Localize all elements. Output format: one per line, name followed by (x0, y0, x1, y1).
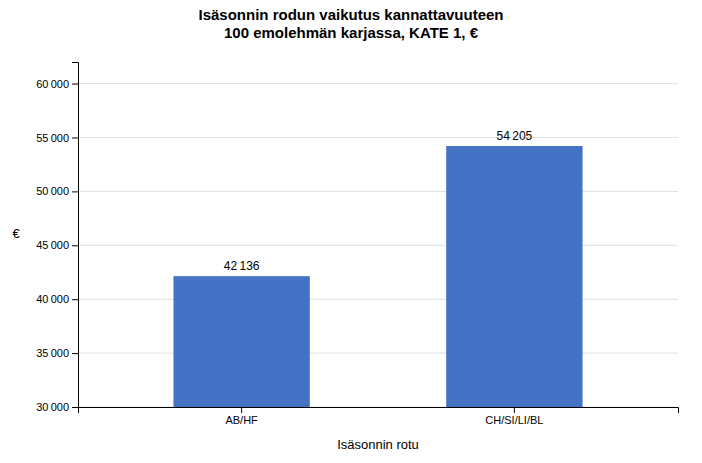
bar (173, 276, 309, 407)
grid-line (78, 245, 678, 246)
plot: 30 000 35 000 40 000 45 000 50 000 55 000 60 0… (36, 63, 678, 463)
bars (173, 146, 582, 407)
grid-line (78, 137, 678, 138)
chart: Isäsonnin rodun vaikutus kannattavuuteen… (0, 0, 702, 463)
data-label: 54 205 (496, 129, 532, 143)
y-tick-label: 35 000 (36, 347, 69, 359)
title: Isäsonnin rodun vaikutus kannattavuuteen… (198, 6, 503, 41)
x-tick-label: AB/HF (225, 414, 258, 426)
data-labels: 42 136 54 205 (224, 129, 533, 273)
y-tick-label: 50 000 (36, 185, 69, 197)
x-tick-mark (514, 407, 515, 413)
y-axis-line (72, 63, 79, 408)
y-axis: 30 000 35 000 40 000 45 000 50 000 55 000 60 0… (36, 63, 78, 414)
x-tick-label: CH/SI/LI/BL (485, 414, 543, 426)
grid-line (78, 353, 678, 354)
y-tick-label: 40 000 (36, 293, 69, 305)
grid-line (78, 191, 678, 192)
grid (78, 84, 678, 407)
y-tick: 50 000 (36, 185, 78, 197)
x-tick: AB/HF (225, 407, 258, 426)
y-tick-mark (72, 191, 78, 192)
grid-line (78, 83, 678, 84)
y-tick: 40 000 (36, 293, 78, 305)
y-tick-mark (72, 407, 78, 408)
y-tick-label: 30 000 (36, 401, 69, 413)
y-tick-label: 45 000 (36, 239, 69, 251)
y-tick: 60 000 (36, 78, 78, 90)
y-tick-label: 55 000 (36, 131, 69, 143)
y-tick-mark (72, 245, 78, 246)
y-tick-mark (72, 299, 78, 300)
y-tick: 45 000 (36, 239, 78, 251)
y-tick-label: 60 000 (36, 78, 69, 90)
x-tick: CH/SI/LI/BL (485, 407, 543, 426)
y-tick: 30 000 (36, 401, 78, 413)
y-tick: 35 000 (36, 347, 78, 359)
data-label: 42 136 (224, 259, 260, 273)
y-axis-label: € (12, 226, 20, 241)
x-axis-label: Isäsonnin rotu (337, 437, 419, 452)
y-tick: 55 000 (36, 131, 78, 143)
x-axis: AB/HF CH/SI/LI/BL (79, 407, 679, 426)
y-tick-mark (72, 137, 78, 138)
y-tick-mark (72, 84, 78, 85)
x-axis-line (79, 408, 679, 414)
grid-line (78, 299, 678, 300)
x-tick-mark (241, 407, 242, 413)
y-tick-mark (72, 353, 78, 354)
bar (446, 146, 582, 407)
